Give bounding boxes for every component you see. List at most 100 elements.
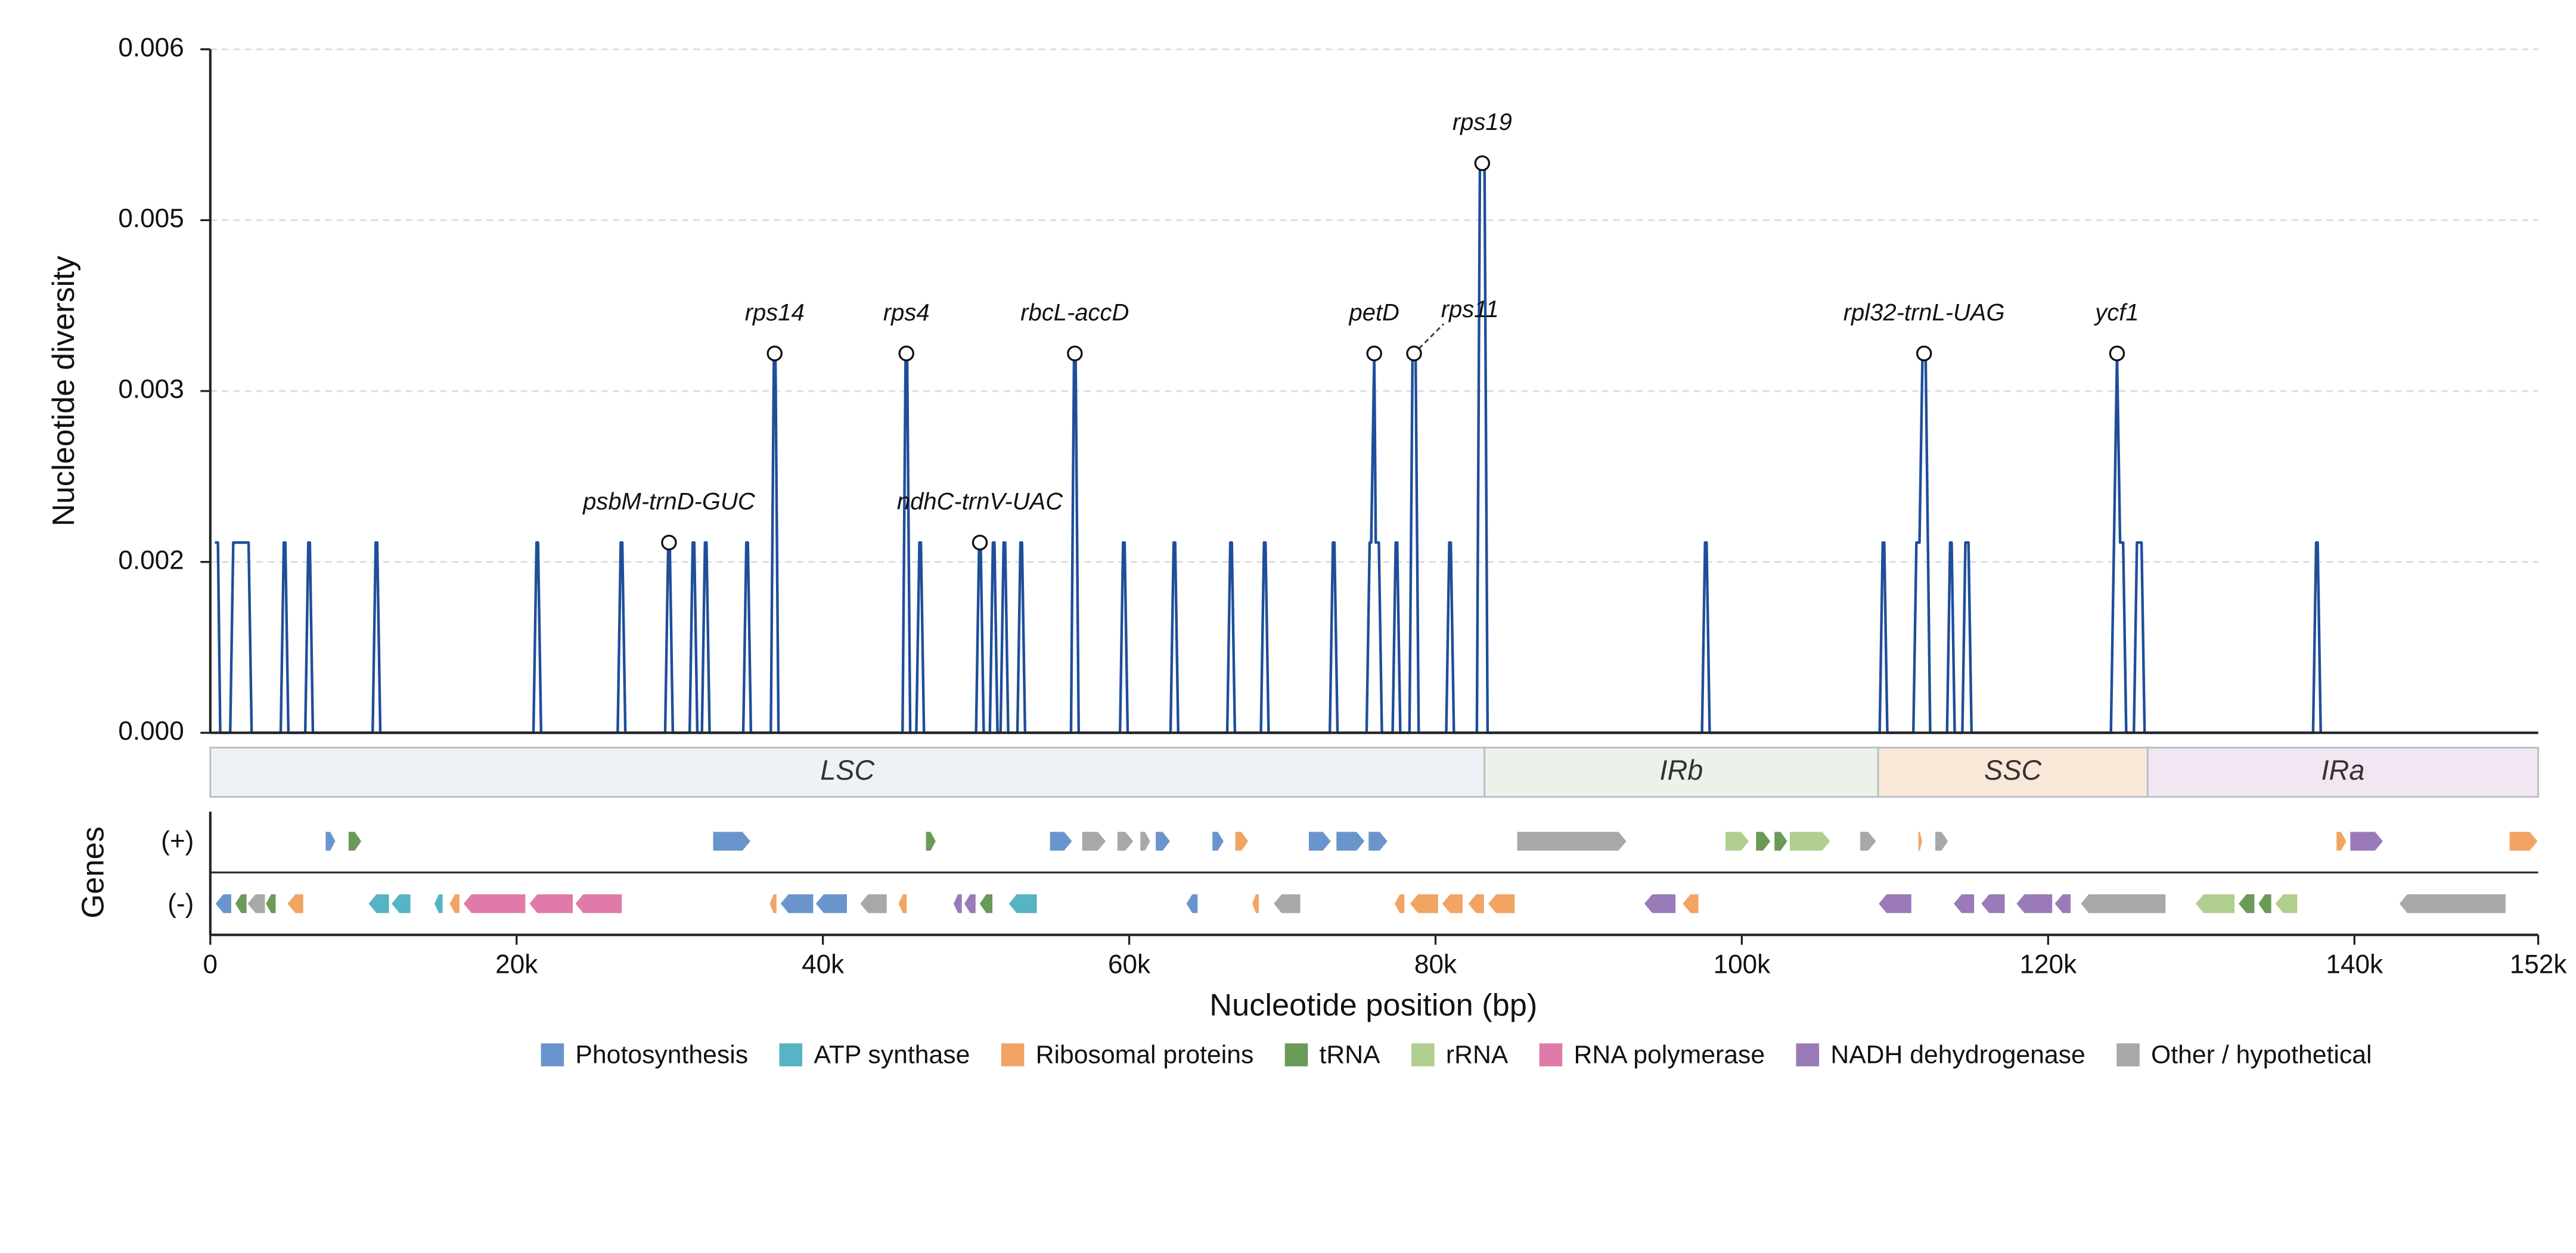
legend-label: tRNA: [1320, 1041, 1381, 1069]
y-tick-label: 0.005: [118, 204, 184, 233]
region-label: IRb: [1659, 755, 1703, 786]
x-tick-label: 0: [203, 950, 218, 979]
gene-arrow: [1486, 893, 1516, 914]
gene-arrow: [1952, 893, 1975, 914]
annotation-label: petD: [1349, 299, 1399, 325]
legend-swatch: [779, 1043, 803, 1066]
gene-arrow: [2508, 830, 2539, 852]
gene-arrow: [528, 893, 574, 914]
annotation-label: ndhC-trnV-UAC: [897, 489, 1063, 515]
gene-arrow: [324, 830, 337, 852]
gene-arrow: [574, 893, 623, 914]
gene-arrow: [2015, 893, 2053, 914]
annotation-leader: [1418, 323, 1445, 349]
gene-arrow: [1755, 830, 1772, 852]
genome-region: [1877, 746, 2149, 798]
gene-arrow: [1367, 830, 1389, 852]
gene-arrow: [367, 893, 390, 914]
gene-arrow: [1877, 893, 1913, 914]
annotation-marker: [661, 534, 677, 551]
gene-arrow: [1408, 893, 1439, 914]
gene-arrow: [1980, 893, 2006, 914]
gene-arrow: [859, 893, 888, 914]
gene-arrow: [390, 893, 412, 914]
gene-arrow: [897, 893, 908, 914]
gene-arrow: [963, 893, 977, 914]
gene-arrow: [2335, 830, 2348, 852]
gene-arrow: [1308, 830, 1332, 852]
annotation-marker: [2109, 345, 2125, 362]
legend-swatch: [2116, 1043, 2140, 1066]
legend-label: RNA polymerase: [1574, 1041, 1765, 1069]
legend-swatch: [1001, 1043, 1025, 1066]
gene-arrow: [2053, 893, 2072, 914]
strand-label: (+): [161, 827, 194, 856]
gene-arrow: [433, 893, 444, 914]
gene-arrow: [1917, 830, 1923, 852]
gene-arrow: [1234, 830, 1250, 852]
region-label: SSC: [1984, 755, 2042, 786]
x-tick-label: 60k: [1108, 950, 1151, 979]
gene-arrow: [978, 893, 994, 914]
annotation-marker: [898, 345, 914, 362]
annotation-label: rbcL-accD: [1020, 299, 1129, 325]
annotation-label: rps4: [883, 299, 930, 325]
gene-arrow: [1251, 893, 1260, 914]
gene-arrow: [1467, 893, 1485, 914]
gene-arrow: [814, 893, 848, 914]
annotation-marker: [972, 534, 988, 551]
gene-arrow: [286, 893, 305, 914]
gene-arrow: [1154, 830, 1171, 852]
gene-arrow: [1789, 830, 1832, 852]
annotation-marker: [1474, 155, 1491, 172]
annotation-marker: [1366, 345, 1382, 362]
gene-arrow: [1139, 830, 1152, 852]
x-tick-label: 152k: [2510, 950, 2568, 979]
gene-arrow: [1934, 830, 1950, 852]
y-tick-label: 0.006: [118, 33, 184, 62]
gene-arrow: [347, 830, 363, 852]
region-label: IRa: [2321, 755, 2365, 786]
x-tick-label: 40k: [802, 950, 845, 979]
x-tick-label: 140k: [2326, 950, 2383, 979]
diversity-line: [215, 162, 2322, 734]
legend-label: Ribosomal proteins: [1036, 1041, 1254, 1069]
y-tick-label: 0.000: [118, 717, 184, 746]
legend-swatch: [1796, 1043, 1820, 1066]
y-axis-title: Nucleotide diversity: [46, 255, 81, 526]
legend-label: Other / hypothetical: [2151, 1041, 2372, 1069]
x-tick-label: 20k: [495, 950, 538, 979]
legend-label: rRNA: [1446, 1041, 1509, 1069]
gene-arrow: [2237, 893, 2256, 914]
annotation-marker: [766, 345, 783, 362]
genome-region: [2146, 746, 2539, 798]
legend-swatch: [1411, 1043, 1435, 1066]
legend-swatch: [1539, 1043, 1563, 1066]
gene-arrow: [1441, 893, 1464, 914]
y-tick-label: 0.002: [118, 545, 184, 575]
gene-arrow: [2080, 893, 2167, 914]
annotation-label: rpl32-trnL-UAG: [1843, 299, 2005, 325]
gene-arrow: [1273, 893, 1302, 914]
gene-arrow: [1081, 830, 1107, 852]
gene-arrow: [2257, 893, 2273, 914]
annotation-marker: [1067, 345, 1083, 362]
genome-region: [1483, 746, 1879, 798]
gene-arrow: [2274, 893, 2298, 914]
gene-arrow: [952, 893, 963, 914]
gene-arrow: [712, 830, 752, 852]
annotation-label: psbM-trnD-GUC: [582, 489, 756, 515]
legend-swatch: [1284, 1043, 1308, 1066]
x-axis-title: Nucleotide position (bp): [1209, 988, 1537, 1022]
gene-arrow: [924, 830, 937, 852]
gene-arrow: [448, 893, 461, 914]
legend-label: NADH dehydrogenase: [1830, 1041, 2085, 1069]
gene-arrow: [1773, 830, 1789, 852]
y-tick-label: 0.003: [118, 375, 184, 404]
gene-arrow: [2398, 893, 2507, 914]
gene-arrow: [1335, 830, 1366, 852]
annotation-label: ycf1: [2093, 299, 2139, 325]
annotation-marker: [1406, 345, 1422, 362]
gene-arrow: [214, 893, 232, 914]
